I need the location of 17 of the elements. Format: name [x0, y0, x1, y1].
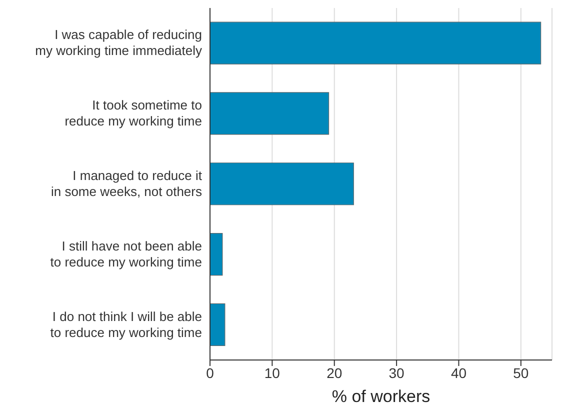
x-tick-label: 50 [513, 364, 529, 381]
x-tick-label: 20 [326, 364, 342, 381]
x-tick-label: 0 [206, 364, 214, 381]
bar [210, 232, 223, 276]
x-tick-label: 40 [450, 364, 467, 381]
bar [210, 92, 330, 135]
y-tick-label: It took sometime to reduce my working time [64, 98, 202, 129]
bar [210, 22, 542, 64]
y-tick-label: I managed to reduce it in some weeks, not others [50, 168, 202, 199]
y-tick-label: I still have not been able to reduce my working time [50, 238, 202, 270]
bar [210, 162, 354, 206]
y-tick-label: I was capable of reducing my working time immediately [35, 27, 202, 58]
x-axis-title: % of workers [332, 387, 430, 406]
y-tick-label: I do not think I will be able to reduce my working time [50, 308, 202, 340]
x-tick-label: 10 [264, 364, 280, 381]
x-tick-label: 30 [388, 364, 405, 381]
bar [210, 303, 226, 346]
